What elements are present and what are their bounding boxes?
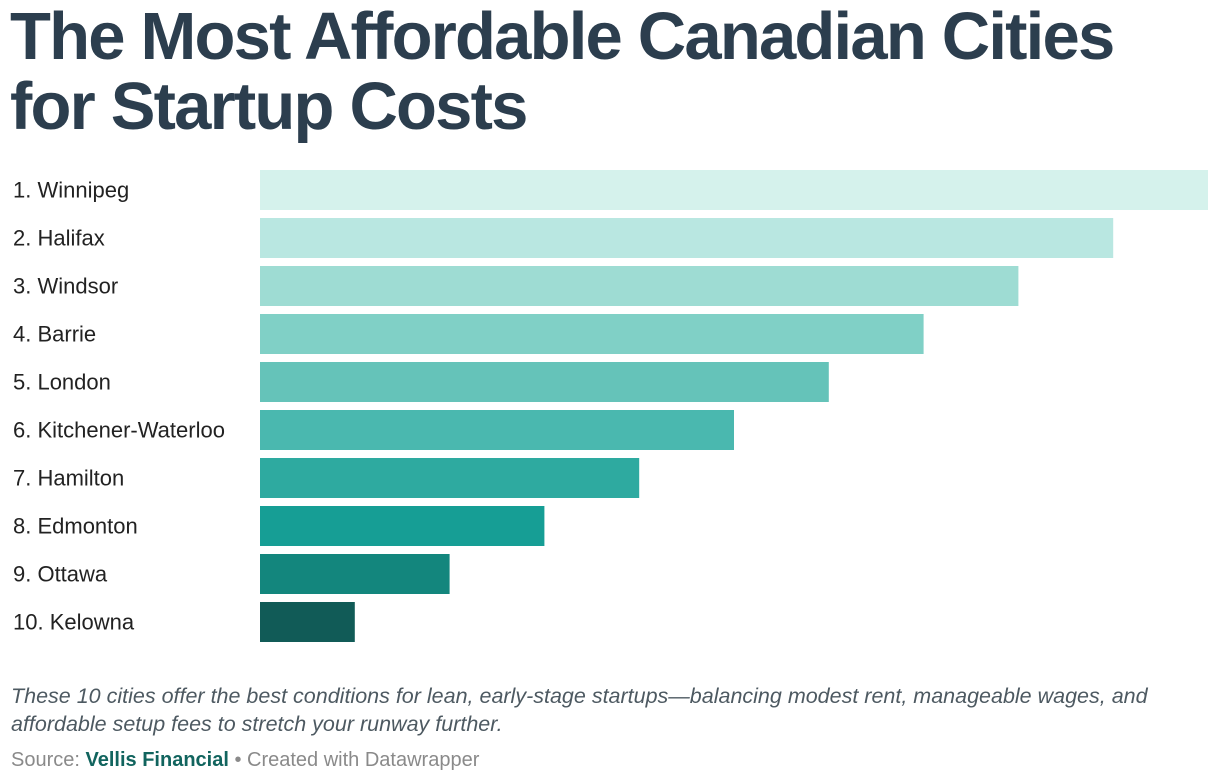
bar xyxy=(260,314,924,354)
bar xyxy=(260,554,450,594)
category-label: 10. Kelowna xyxy=(13,610,135,635)
created-with-note: • Created with Datawrapper xyxy=(234,749,480,771)
bar xyxy=(260,458,640,498)
category-label: 5. London xyxy=(13,370,111,395)
category-label: 6. Kitchener-Waterloo xyxy=(13,418,225,443)
chart-description: These 10 cities offer the best condition… xyxy=(11,684,1148,736)
category-label: 8. Edmonton xyxy=(13,514,138,539)
category-label: 4. Barrie xyxy=(13,322,96,347)
category-label: 2. Halifax xyxy=(13,226,105,251)
source-label: Source: xyxy=(11,749,80,771)
category-label: 9. Ottawa xyxy=(13,562,108,587)
bar xyxy=(260,602,355,642)
bar xyxy=(260,170,1208,210)
category-labels: 1. Winnipeg 2. Halifax 3. Windsor 4. Barrie… xyxy=(13,178,225,635)
bar xyxy=(260,506,545,546)
bar xyxy=(260,410,734,450)
category-label: 3. Windsor xyxy=(13,274,118,299)
category-label: 1. Winnipeg xyxy=(13,178,129,203)
bar xyxy=(260,266,1019,306)
bar xyxy=(260,218,1114,258)
chart-title: The Most Affordable Canadian Cities for … xyxy=(10,0,1115,144)
chart-footer: Source: Vellis Financial • Created with … xyxy=(11,747,479,773)
bar-chart: 1. Winnipeg 2. Halifax 3. Windsor 4. Barrie… xyxy=(13,170,1208,642)
category-label: 7. Hamilton xyxy=(13,466,124,491)
bar xyxy=(260,362,829,402)
bars xyxy=(260,170,1208,642)
source-link[interactable]: Vellis Financial xyxy=(85,749,229,771)
